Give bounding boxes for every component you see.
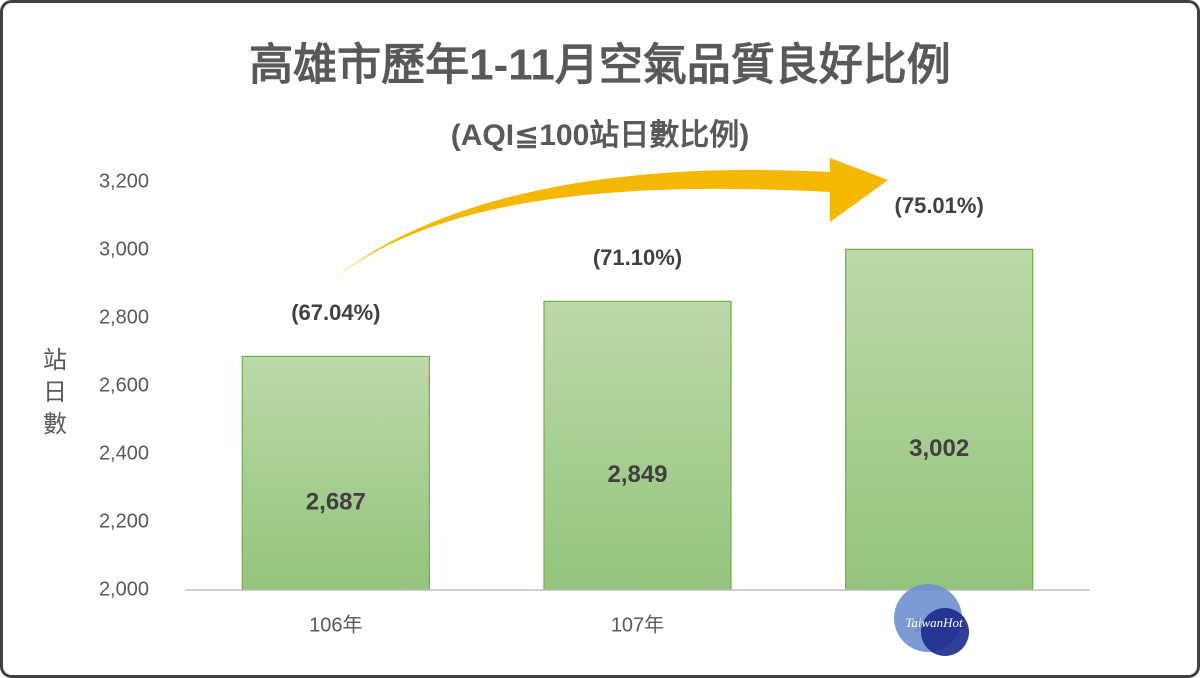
- watermark: TaiwanHot: [905, 615, 963, 630]
- x-tick-label: 106年: [309, 613, 362, 636]
- y-tick-label: 2,200: [99, 510, 149, 532]
- percent-label: (67.04%): [291, 300, 380, 325]
- percent-label: (75.01%): [895, 193, 984, 218]
- y-axis-label: 站日數: [39, 347, 66, 443]
- value-label: 2,687: [306, 489, 366, 516]
- y-tick-label: 2,600: [99, 374, 149, 396]
- percent-label: (71.10%): [593, 245, 682, 270]
- y-tick-label: 2,800: [99, 306, 149, 328]
- chart-title: 高雄市歷年1-11月空氣品質良好比例: [249, 41, 951, 90]
- bar: [241, 355, 430, 591]
- watermark-circle: [921, 608, 969, 656]
- y-tick-label: 2,400: [99, 442, 149, 464]
- y-tick-label: 3,200: [99, 170, 149, 192]
- bar: [845, 248, 1034, 591]
- y-tick-label: 2,000: [99, 578, 149, 600]
- x-tick-label: 107年: [611, 613, 664, 636]
- bar: [543, 300, 732, 591]
- chart-subtitle: (AQI≦100站日數比例): [451, 119, 750, 152]
- value-label: 2,849: [607, 461, 667, 488]
- y-tick-label: 3,000: [99, 238, 149, 260]
- value-label: 3,002: [909, 435, 969, 462]
- trend-arrow: [318, 158, 888, 292]
